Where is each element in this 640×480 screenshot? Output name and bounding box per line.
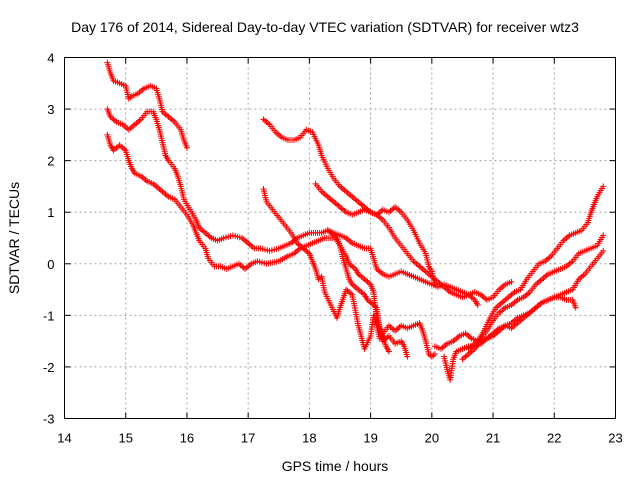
x-tick-label: 21: [486, 431, 500, 446]
x-tick-labels: 14 15 16 17 18 19 20 21 22 23: [57, 431, 622, 446]
data-point: [404, 353, 411, 360]
chart-title: Day 176 of 2014, Sidereal Day-to-day VTE…: [71, 19, 579, 35]
x-tick-label: 19: [363, 431, 377, 446]
y-tick-labels: -3 -2 -1 0 1 2 3 4: [43, 51, 55, 427]
y-tick-label: -2: [43, 360, 55, 375]
plot-frame: [64, 57, 616, 419]
y-tick-label: -1: [43, 308, 55, 323]
series-sat-9: [431, 183, 607, 352]
series-sat-6: [260, 186, 438, 360]
x-tick-label: 15: [118, 431, 132, 446]
series-sat-5: [312, 180, 438, 288]
x-tick-label: 18: [302, 431, 316, 446]
series-sat-10: [465, 232, 607, 352]
data-point: [508, 278, 515, 285]
x-tick-label: 20: [425, 431, 439, 446]
series-sat-7: [324, 227, 481, 309]
data-point: [430, 352, 437, 359]
series-sat-1: [104, 59, 190, 151]
y-tick-label: 4: [47, 51, 54, 66]
series-sat-3: [104, 131, 392, 355]
data-point: [183, 144, 190, 151]
series-sat-2: [104, 106, 411, 360]
series-sat-11: [459, 294, 579, 363]
data-point: [385, 348, 392, 355]
y-tick-label: 2: [47, 154, 54, 169]
x-axis-label: GPS time / hours: [282, 458, 389, 474]
x-tick-label: 16: [180, 431, 194, 446]
data-series: [104, 59, 607, 383]
data-point: [572, 304, 579, 311]
x-tick-label: 17: [241, 431, 255, 446]
x-tick-label: 14: [57, 431, 71, 446]
y-tick-label: 3: [47, 102, 54, 117]
grid: [64, 57, 616, 419]
data-point: [474, 302, 481, 309]
data-point: [600, 232, 607, 239]
data-point: [431, 351, 438, 358]
y-tick-label: 0: [47, 257, 54, 272]
data-point: [600, 183, 607, 190]
y-tick-label: 1: [47, 205, 54, 220]
x-tick-label: 23: [608, 431, 622, 446]
y-tick-label: -3: [43, 412, 55, 427]
series-sat-4: [260, 116, 515, 303]
data-point: [600, 247, 607, 254]
y-axis-label: SDTVAR / TECUs: [6, 182, 22, 294]
x-tick-label: 22: [547, 431, 561, 446]
